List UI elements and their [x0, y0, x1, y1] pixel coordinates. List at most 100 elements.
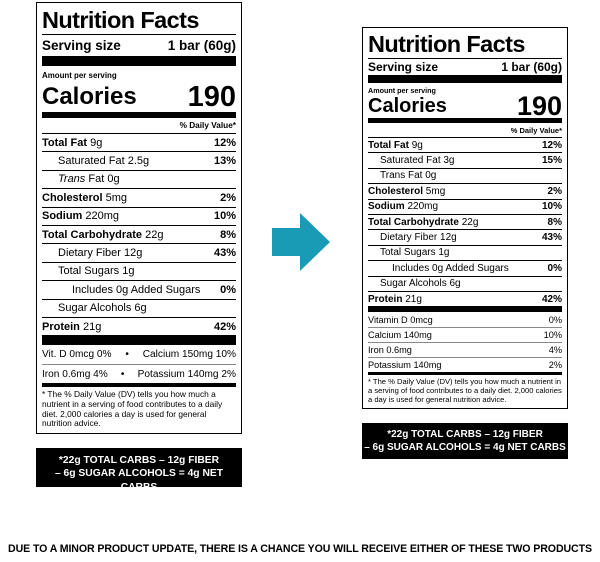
notice: DUE TO A MINOR PRODUCT UPDATE, THERE IS …	[8, 543, 592, 555]
nutrient-row: Saturated Fat 3g 15%	[368, 152, 562, 167]
net-carbs-line: – 6g SUGAR ALCOHOLS = 4g NET CARBS	[364, 442, 566, 453]
mineral: Vit. D 0mcg 0%	[42, 349, 112, 361]
nutrient-amount: Fat 0g	[88, 173, 120, 186]
nutrient-name: Sodium	[368, 201, 405, 213]
nutrient: Cholesterol 5mg	[42, 192, 127, 204]
nutrition-label: Nutrition Facts Serving size 1 bar (60g) Am…	[36, 2, 242, 434]
nutrient-name: Protein	[42, 320, 80, 333]
nutrient-row: Cholesterol 5mg 2%	[42, 188, 236, 206]
nutrient: Dietary Fiber 12g	[380, 232, 457, 243]
nutrient-amount: 21g	[405, 293, 422, 305]
nutrient-name: Total Carbohydrate	[42, 228, 143, 241]
daily-value: 12%	[541, 139, 562, 151]
thick-rule	[42, 112, 236, 118]
daily-value: 0%	[220, 283, 236, 296]
calories-row: Calories 190	[42, 80, 236, 113]
serving-row: Serving size 1 bar (60g)	[42, 34, 236, 56]
mineral: Vitamin D 0mcg	[368, 314, 433, 325]
calories-value: 190	[187, 80, 236, 113]
calories-value: 190	[516, 91, 562, 121]
nutrient-row: Total Carbohydrate 22g 8%	[368, 213, 562, 229]
nutrient-amount: 21g	[82, 320, 102, 333]
nutrient-name: Sugar Alcohols 6g	[380, 278, 461, 290]
nutrient-name: Total Carbohydrate	[368, 216, 459, 228]
nutrient-amount: 9g	[411, 139, 423, 151]
nutrient: Protein 21g	[368, 294, 422, 305]
nutrient-row: Sugar Alcohols 6g	[42, 298, 236, 317]
nutrient: Total Sugars 1g	[58, 265, 134, 277]
mineral: Potassium 140mg 2%	[137, 368, 236, 380]
net-carbs: *22g TOTAL CARBS – 12g FIBER – 6g SUGAR A…	[362, 423, 568, 459]
serving-size-label: Serving size	[368, 60, 439, 74]
nutrient-amount: 9g	[90, 136, 103, 149]
nutrient-name: Cholesterol	[42, 191, 103, 204]
net-carbs-line: – 6g SUGAR ALCOHOLS = 4g NET CARBS	[54, 468, 224, 494]
net-carbs: *22g TOTAL CARBS – 12g FIBER – 6g SUGAR A…	[36, 448, 242, 493]
mineral: Potassium 140mg	[368, 360, 442, 371]
nutrient-row: Includes 0g Added Sugars 0%	[368, 260, 562, 275]
nutrient-row: Trans Fat 0g	[368, 167, 562, 183]
label-title: Nutrition Facts	[42, 7, 199, 33]
nutrient-row: Includes 0g Added Sugars 0%	[42, 280, 236, 298]
nutrient: Includes 0g Added Sugars	[72, 284, 200, 296]
thick-rule	[368, 372, 562, 376]
mineral-dv: 10%	[543, 330, 562, 341]
daily-value: 13%	[213, 155, 236, 168]
thick-rule	[368, 306, 562, 313]
thick-rule	[368, 118, 562, 123]
nutrition-label: Nutrition Facts Serving size 1 bar (60g) Am…	[362, 27, 568, 410]
mineral-dv: 0%	[548, 314, 562, 325]
daily-value: 15%	[541, 155, 562, 167]
nutrient-row: Total Carbohydrate 22g 8%	[42, 224, 236, 243]
nutrient-row: Total Fat 9g 12%	[42, 133, 236, 151]
nutrient-row: Saturated Fat 2.5g 13%	[42, 151, 236, 169]
daily-value: 2%	[547, 185, 562, 197]
thick-rule	[42, 335, 236, 346]
nutrient: Total Sugars 1g	[380, 247, 450, 258]
nutrient-amount: 220mg	[407, 201, 439, 213]
separator: •	[125, 349, 129, 361]
nutrient-row: Total Sugars 1g	[42, 261, 236, 280]
arrow	[272, 213, 330, 271]
serving-size: 1 bar (60g)	[501, 60, 562, 74]
thick-rule	[42, 383, 236, 388]
mineral: Calcium 150mg 10%	[142, 349, 236, 361]
nutrient: Saturated Fat 3g	[380, 155, 455, 166]
daily-value: 43%	[213, 247, 236, 260]
mineral-row: Vit. D 0mcg 0% • Calcium 150mg 10%	[42, 345, 236, 364]
mineral-row: Vitamin D 0mcg 0%	[368, 312, 562, 327]
nutrient-row: Total Sugars 1g	[368, 244, 562, 260]
daily-value: 12%	[213, 136, 236, 149]
nutrient-amount: 5mg	[425, 185, 446, 197]
mineral: Calcium 140mg	[368, 330, 432, 341]
mineral-row: Potassium 140mg 2%	[368, 357, 562, 372]
amount-per-serving: Amount per serving	[42, 71, 117, 80]
daily-value: 42%	[541, 293, 562, 305]
nutrient: Sodium 220mg	[368, 201, 438, 212]
thick-rule	[368, 75, 562, 83]
calories-label: Calories	[42, 83, 137, 110]
nutrient-amount: 22g	[145, 228, 164, 241]
nutrient: Dietary Fiber 12g	[58, 247, 142, 259]
net-carbs-line: *22g TOTAL CARBS – 12g FIBER	[387, 428, 543, 440]
daily-value: 43%	[541, 232, 562, 244]
nutrient-name: Includes 0g Added Sugars	[72, 283, 201, 296]
daily-value: 42%	[213, 320, 236, 333]
footnote: * The % Daily Value (DV) tells you how m…	[368, 377, 562, 404]
amount-per-serving: Amount per serving	[368, 86, 436, 95]
nutrient-row: Total Fat 9g 12%	[368, 137, 562, 152]
nutrient: Total Carbohydrate 22g	[368, 217, 478, 228]
serving-size: 1 bar (60g)	[167, 38, 236, 53]
nutrient-row: Protein 21g 42%	[42, 316, 236, 335]
nutrient-row: Sodium 220mg 10%	[42, 206, 236, 225]
dv-header: % Daily Value*	[179, 121, 236, 130]
label-title: Nutrition Facts	[368, 31, 525, 57]
nutrient-row: Cholesterol 5mg 2%	[368, 183, 562, 198]
nutrient-name: Cholesterol	[368, 185, 424, 197]
daily-value: 8%	[547, 216, 562, 228]
nutrient: Trans Fat 0g	[58, 173, 120, 185]
nutrient-row: Sugar Alcohols 6g	[368, 275, 562, 291]
mineral: Iron 0.6mg 4%	[42, 368, 108, 380]
calories-label: Calories	[368, 95, 447, 117]
